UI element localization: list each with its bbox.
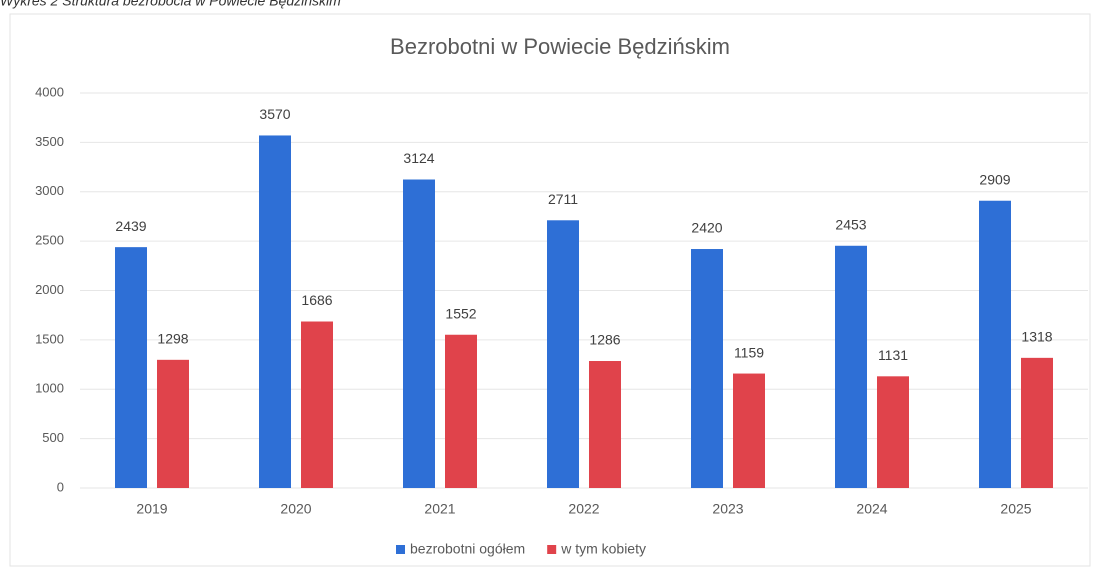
caption: Wykres 2 Struktura bezrobocia w Powiecie… [0, 0, 341, 9]
y-tick-label: 3000 [35, 183, 64, 198]
legend-swatch [547, 545, 557, 554]
bar [877, 376, 909, 488]
y-tick-label: 2000 [35, 282, 64, 297]
bar [979, 200, 1011, 488]
bar [115, 247, 147, 488]
bar [733, 373, 765, 488]
x-tick-label: 2019 [136, 501, 167, 517]
bar [403, 179, 435, 488]
bar [835, 245, 867, 488]
x-tick-label: 2023 [712, 501, 743, 517]
bar [1021, 357, 1053, 488]
data-label: 1318 [1021, 329, 1052, 345]
y-tick-label: 500 [42, 430, 64, 445]
bar [157, 359, 189, 488]
data-label: 1686 [301, 292, 332, 308]
y-tick-label: 3500 [35, 134, 64, 149]
y-tick-label: 4000 [35, 84, 64, 99]
data-label: 2711 [548, 191, 578, 207]
legend-label: bezrobotni ogółem [410, 541, 525, 557]
data-label: 2909 [979, 171, 1010, 187]
chart-title: Bezrobotni w Powiecie Będzińskim [390, 34, 730, 59]
bar [445, 334, 477, 488]
legend-label: w tym kobiety [560, 541, 646, 557]
x-tick-label: 2025 [1000, 501, 1031, 517]
legend-swatch [396, 545, 405, 554]
y-tick-label: 2500 [35, 233, 64, 248]
data-label: 3124 [403, 150, 434, 166]
x-tick-label: 2021 [424, 501, 455, 517]
data-label: 2420 [691, 220, 722, 236]
y-tick-label: 1500 [35, 331, 64, 346]
bar [589, 361, 621, 488]
y-tick-label: 0 [57, 479, 64, 494]
x-tick-label: 2022 [568, 501, 599, 517]
data-label: 2453 [835, 216, 866, 232]
data-label: 1131 [878, 347, 908, 363]
bar [691, 249, 723, 488]
data-label: 3570 [259, 106, 290, 122]
bar [259, 135, 291, 488]
x-tick-label: 2020 [280, 501, 311, 517]
data-label: 1159 [734, 344, 764, 360]
data-label: 1286 [589, 332, 620, 348]
data-label: 2439 [115, 218, 146, 234]
y-tick-label: 1000 [35, 381, 64, 396]
data-label: 1298 [157, 331, 188, 347]
bar [301, 321, 333, 488]
x-tick-label: 2024 [856, 501, 887, 517]
bar [547, 220, 579, 488]
data-label: 1552 [445, 305, 476, 321]
